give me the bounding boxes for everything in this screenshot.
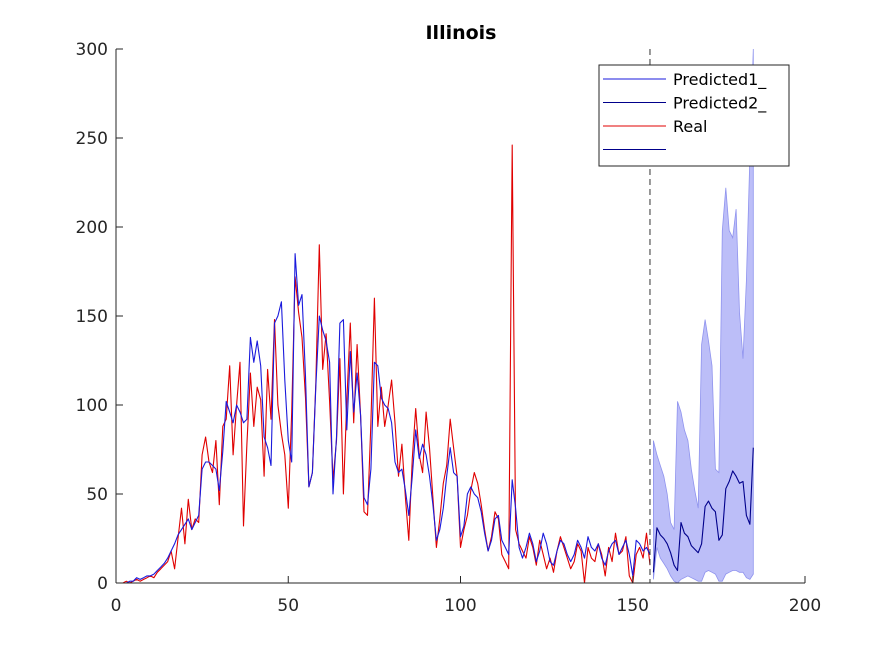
legend-label: Predicted1_	[673, 70, 767, 90]
y-tick-label: 50	[86, 485, 108, 505]
x-tick-label: 50	[277, 596, 299, 616]
y-tick-label: 300	[76, 40, 108, 60]
series-line-real	[119, 144, 651, 584]
y-tick-label: 250	[76, 129, 108, 149]
x-tick-label: 100	[444, 596, 476, 616]
y-tick-label: 100	[76, 396, 108, 416]
legend-label: Predicted2_	[673, 94, 767, 114]
y-tick-label: 200	[76, 218, 108, 238]
series-lines-layer	[119, 144, 754, 584]
x-tick-label: 0	[111, 596, 122, 616]
x-tick-label: 150	[617, 596, 649, 616]
y-tick-label: 150	[76, 307, 108, 327]
legend: Predicted1_ Predicted2_ Real	[598, 64, 790, 167]
confidence-band	[653, 48, 754, 584]
legend-label: Real	[673, 117, 708, 136]
y-tick-label: 0	[97, 574, 108, 594]
x-tick-label: 200	[789, 596, 821, 616]
confidence-band-layer	[653, 48, 754, 584]
series-line-predicted1	[119, 253, 651, 584]
axes: 0 50 100 150 200 0 50 100 150 200 250 300	[76, 40, 822, 616]
series-line-predicted2	[652, 447, 754, 573]
chart-title: Illinois	[425, 22, 496, 44]
